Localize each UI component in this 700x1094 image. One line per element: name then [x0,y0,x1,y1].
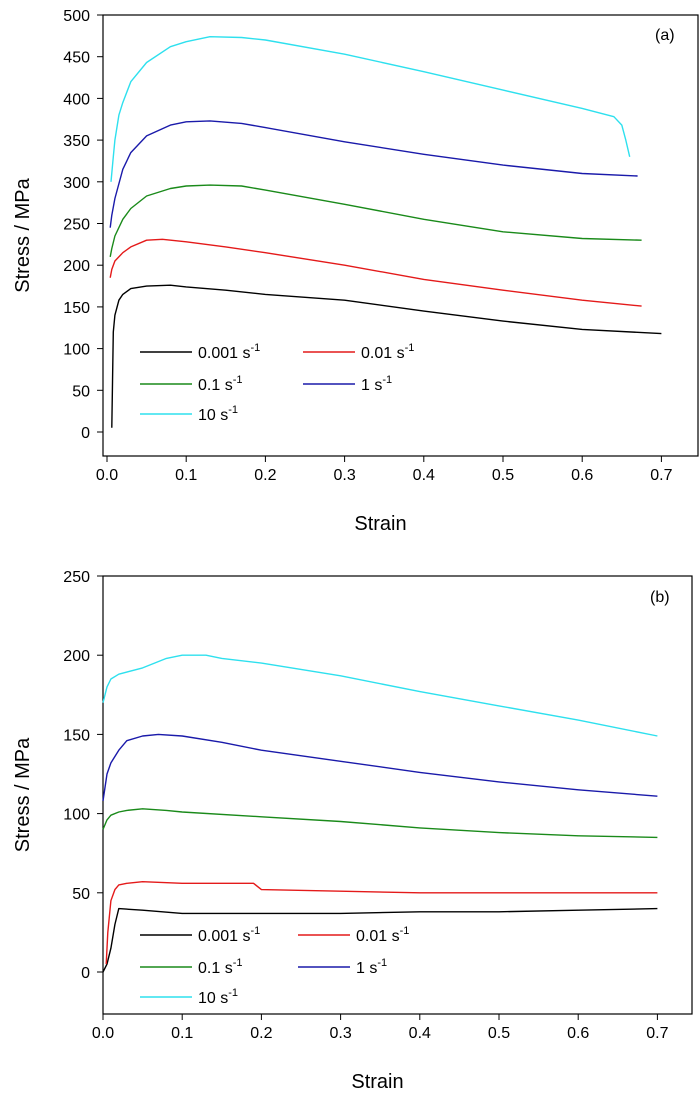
y-tick-label: 100 [63,807,90,824]
y-tick-label: 250 [63,217,90,234]
panel-label: (a) [655,27,675,44]
x-tick-label: 0.5 [488,1025,510,1042]
series-line-4 [110,36,631,182]
x-tick-label: 0.6 [571,467,593,484]
y-tick-label: 500 [63,8,90,25]
x-axis-title: Strain [351,1071,403,1093]
legend-label: 1 s-1 [356,957,387,977]
x-tick-label: 0.3 [333,467,355,484]
legend-entry-2: 0.1 s-1 [140,957,242,977]
y-tick-label: 50 [72,383,90,400]
x-tick-label: 0.4 [409,1025,431,1042]
series-line-1 [105,881,658,965]
x-tick-label: 0.2 [250,1025,272,1042]
y-axis-title: Stress / MPa [12,737,34,852]
legend-label: 0.001 s-1 [198,925,260,945]
legend-entry-3: 1 s-1 [303,374,392,394]
y-tick-label: 150 [63,300,90,317]
y-tick-label: 50 [72,886,90,903]
legend-entry-0: 0.001 s-1 [140,342,260,362]
legend-label: 10 s-1 [198,987,238,1007]
legend-entry-2: 0.1 s-1 [140,374,242,394]
y-tick-label: 0 [81,425,90,442]
legend-entry-0: 0.001 s-1 [140,925,260,945]
x-tick-label: 0.3 [329,1025,351,1042]
x-tick-label: 0.6 [567,1025,589,1042]
y-tick-label: 250 [63,569,90,586]
series-line-1 [109,238,642,307]
y-tick-label: 200 [63,258,90,275]
series-line-4 [102,654,658,737]
legend-entry-1: 0.01 s-1 [298,925,409,945]
series-line-2 [109,184,642,258]
x-tick-label: 0.7 [650,467,672,484]
chart-panel-b: 0.0 0.1 0.2 0.3 0.4 0.5 0.6 0.7 0 50 100 150 200 250 S… [12,569,693,1093]
series-line-3 [102,733,658,802]
panel-label: (b) [650,589,670,606]
chart-panel-a: 0.0 0.1 0.2 0.3 0.4 0.5 0.6 0.7 0 50 100 150 200 250 3… [12,8,699,535]
x-tick-label: 0.4 [413,467,435,484]
legend-entry-1: 0.01 s-1 [303,342,414,362]
legend-label: 0.01 s-1 [356,925,409,945]
series-line-2 [102,808,658,839]
x-axis-title: Strain [354,513,406,535]
legend-label: 0.001 s-1 [198,342,260,362]
y-tick-label: 0 [81,965,90,982]
legend-label: 0.01 s-1 [361,342,414,362]
y-tick-label: 400 [63,91,90,108]
x-tick-label: 0.0 [92,1025,114,1042]
y-tick-label: 150 [63,727,90,744]
x-tick-label: 0.7 [646,1025,668,1042]
legend-entry-3: 1 s-1 [298,957,387,977]
legend-entry-4: 10 s-1 [140,404,238,424]
x-tick-label: 0.2 [254,467,276,484]
series-line-0 [102,907,658,973]
y-tick-label: 450 [63,50,90,67]
plot-frame [102,575,693,1015]
x-tick-label: 0.1 [171,1025,193,1042]
legend-label: 0.1 s-1 [198,957,242,977]
legend-label: 0.1 s-1 [198,374,242,394]
legend-label: 1 s-1 [361,374,392,394]
y-tick-label: 100 [63,342,90,359]
series-line-0 [111,284,662,428]
legend-entry-4: 10 s-1 [140,987,238,1007]
x-tick-label: 0.5 [492,467,514,484]
legend-label: 10 s-1 [198,404,238,424]
y-tick-label: 200 [63,648,90,665]
x-tick-label: 0.0 [96,467,118,484]
y-tick-label: 350 [63,133,90,150]
x-tick-label: 0.1 [175,467,197,484]
y-axis-title: Stress / MPa [12,177,34,292]
plot-frame [102,14,699,457]
series-line-3 [109,120,638,228]
y-tick-label: 300 [63,175,90,192]
